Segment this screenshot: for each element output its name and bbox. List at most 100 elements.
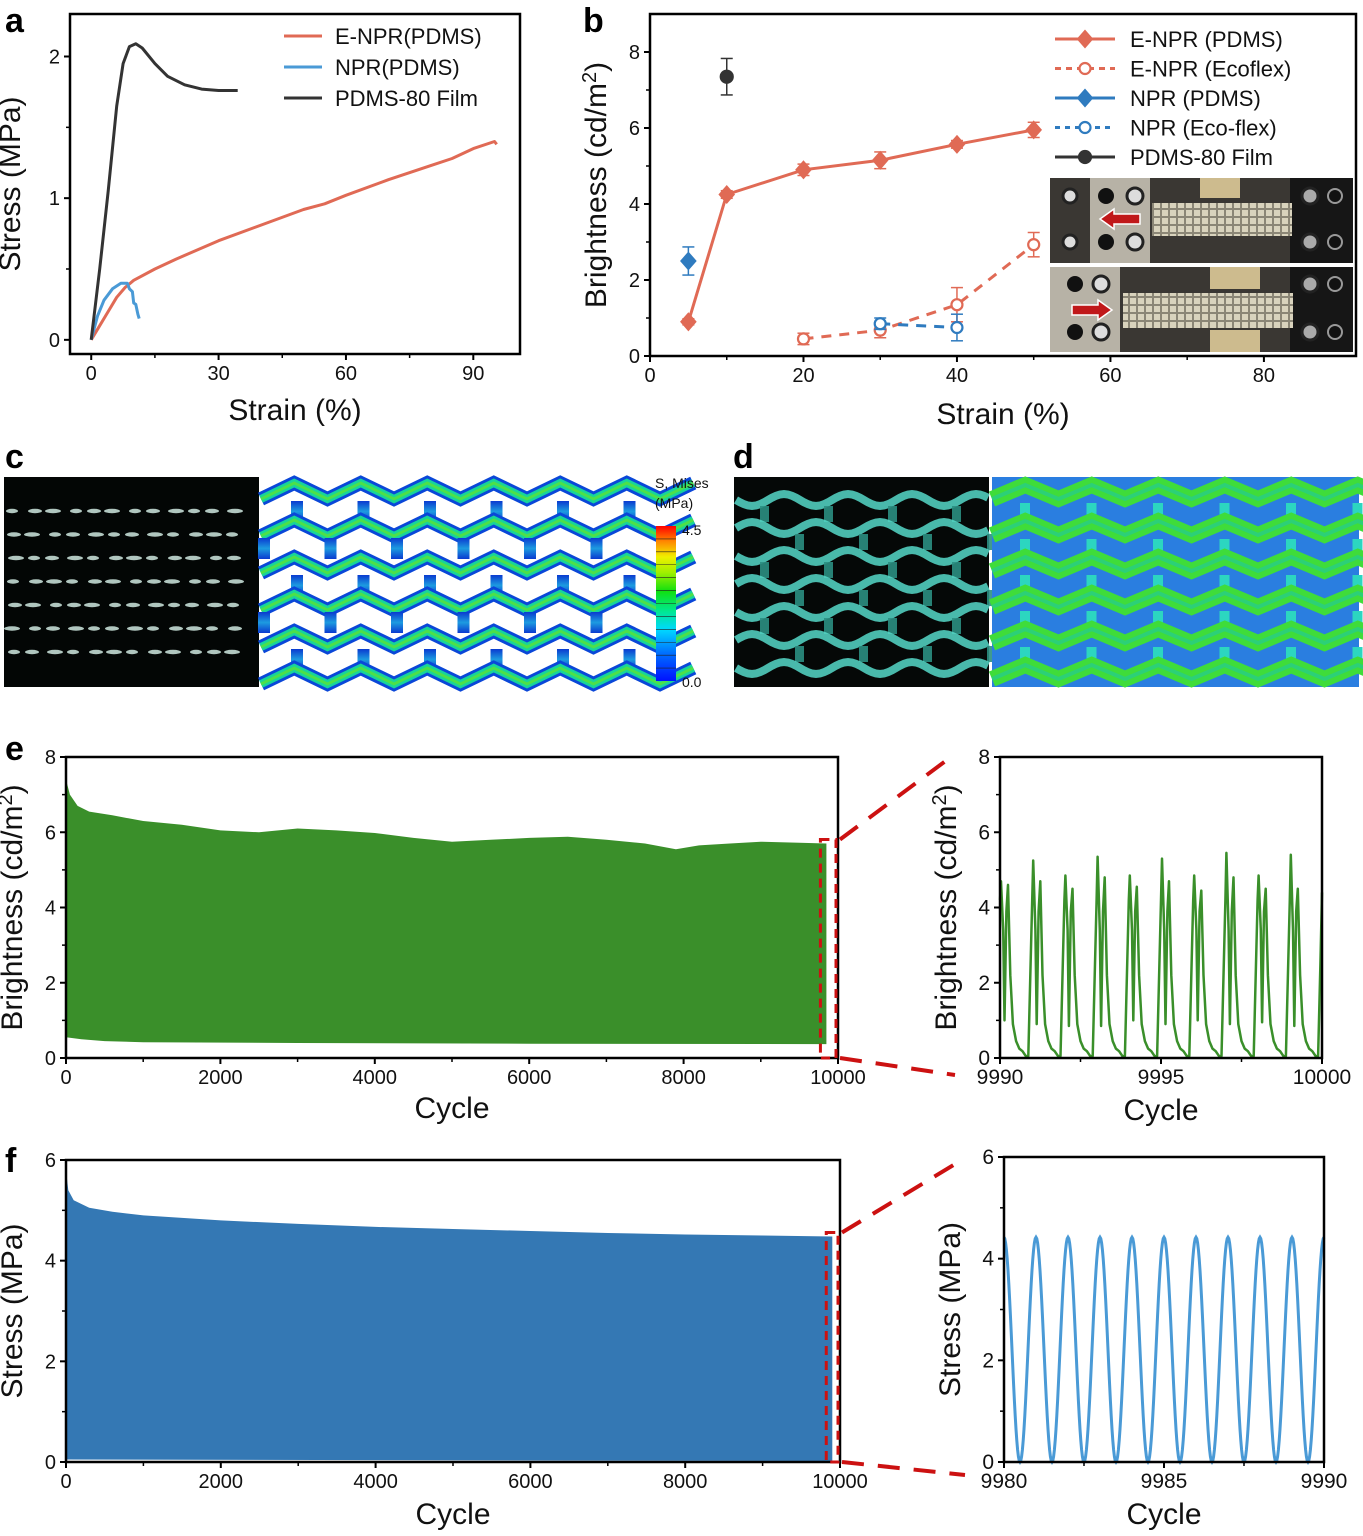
zoom-connector-line (838, 752, 957, 842)
data-point-npr-pdms- (680, 251, 697, 271)
y-tick-label: 0 (45, 1452, 56, 1474)
luminescent-dash (105, 626, 119, 631)
luminescent-dash (66, 532, 80, 537)
luminescent-strut (795, 646, 804, 662)
luminescent-dash (146, 555, 158, 561)
luminescent-dash (45, 555, 59, 561)
fea-vertical-strut (1352, 611, 1363, 629)
x-tick-label: 6000 (508, 1471, 553, 1493)
x-tick-label: 30 (207, 363, 229, 385)
fea-vertical-strut (1020, 503, 1030, 521)
fea-vertical-strut (1352, 539, 1363, 557)
y-tick-label: 8 (45, 747, 56, 769)
luminescent-dash (210, 555, 222, 561)
y-axis-label: Stress (MPa) (934, 1222, 967, 1397)
luminescent-dash (164, 579, 180, 584)
x-tick-label: 10000 (1293, 1066, 1351, 1089)
luminescent-dash (167, 532, 179, 537)
panel-label-e: e (5, 730, 24, 768)
series-line-npr-pdms- (89, 281, 141, 341)
luminescent-dash (148, 602, 164, 608)
y-axis-label: Stress (MPa) (0, 96, 27, 271)
fea-vertical-strut (324, 538, 337, 559)
luminescent-dash (25, 649, 39, 655)
panel-label-a: a (5, 2, 25, 40)
legend-marker (1076, 88, 1094, 108)
luminescent-strut (952, 618, 961, 634)
fea-vertical-strut (1286, 503, 1296, 521)
chart-e-brightness-cycles: 0 2000 4000 6000 8000 10000 0 2 4 6 8 Cycle Brightne… (0, 747, 866, 1125)
y-tick-label: 0 (49, 330, 60, 352)
y-tick-label: 2 (45, 973, 56, 995)
y-axis-label: Stress (MPa) (0, 1223, 29, 1398)
fea-vertical-strut (1219, 647, 1230, 665)
data-point-e-npr-ecoflex- (796, 332, 811, 346)
luminescent-dash (227, 555, 241, 561)
luminescent-dash (88, 579, 102, 584)
x-tick-label: 8000 (661, 1067, 706, 1089)
fea-vertical-strut (1153, 575, 1163, 593)
fea-vertical-strut (391, 612, 403, 633)
luminescent-strut (824, 506, 833, 522)
luminescent-dash (126, 555, 142, 561)
luminescent-dash (67, 649, 79, 655)
fea-vertical-strut (258, 538, 270, 559)
colorbar-bands (656, 538, 676, 669)
y-tick-label: 0 (978, 1047, 990, 1070)
y-tick-label: 4 (982, 1248, 994, 1271)
legend-label: NPR (Eco-flex) (1130, 116, 1277, 141)
zoom-window-box (818, 838, 838, 1060)
fea-zigzag-core (991, 518, 1363, 538)
luminescent-dash (106, 649, 122, 655)
luminescent-strut (952, 506, 961, 522)
fea-vertical-strut (1219, 539, 1230, 557)
luminescent-strut (923, 646, 932, 662)
arrow-right-icon (1071, 298, 1114, 322)
luminescent-dash (49, 532, 61, 537)
fea-vertical-strut (258, 612, 270, 633)
plot-frame (68, 12, 522, 356)
fea-vertical-strut (590, 612, 603, 633)
luminescent-dash (165, 649, 181, 655)
y-tick-label: 6 (629, 118, 640, 140)
fea-zigzag-hot (260, 592, 694, 612)
series-line-pdms-80-film (89, 42, 238, 340)
fea-vertical-strut (1286, 647, 1296, 665)
luminescent-dash (228, 626, 242, 631)
x-tick-label: 0 (60, 1471, 71, 1493)
luminescent-dash (104, 508, 120, 514)
luminescent-dash (127, 626, 143, 631)
fea-zigzag-hot (260, 666, 694, 686)
luminescent-dash (47, 649, 63, 655)
arrow-left-icon (1098, 207, 1141, 231)
chart-a-stress-strain: 0 30 60 90 0 1 2 Strain (%) Stress (MPa) E-NPR(PD… (0, 12, 522, 427)
cycle-envelope-area (66, 779, 827, 1045)
luminescent-dash (129, 508, 141, 514)
luminescent-dash (67, 602, 81, 608)
y-tick-label: 8 (629, 42, 640, 64)
y-tick-label: 6 (45, 1150, 56, 1172)
fea-vertical-strut (1086, 575, 1097, 593)
luminescent-dash (227, 508, 243, 514)
luminescent-dash (207, 602, 223, 608)
luminescent-dash (29, 626, 41, 631)
y-tick-label: 6 (978, 821, 990, 844)
luminescent-wave (734, 657, 990, 679)
fea-stress-map-c (257, 475, 697, 692)
fea-zigzag-core (991, 554, 1363, 574)
series-line-npr-eco-flex- (880, 322, 958, 329)
luminescent-dash (66, 579, 78, 584)
fea-vertical-strut (1352, 575, 1363, 593)
fea-vertical-strut (1153, 611, 1163, 629)
luminescent-dash (147, 579, 161, 584)
fea-vertical-strut (1219, 575, 1230, 593)
panel-d-images (734, 476, 1363, 688)
chart-b-brightness-strain: 0 20 40 60 80 0 2 4 6 8 Strain (%) Brightness (cd/m… (579, 12, 1358, 431)
panel-label-c: c (5, 438, 24, 476)
luminescent-dash (46, 626, 60, 631)
luminescent-dash (29, 579, 43, 584)
y-axis-label: Brightness (cd/m2) (579, 62, 613, 308)
luminescent-dash (50, 602, 62, 608)
luminescent-dash (227, 602, 239, 608)
